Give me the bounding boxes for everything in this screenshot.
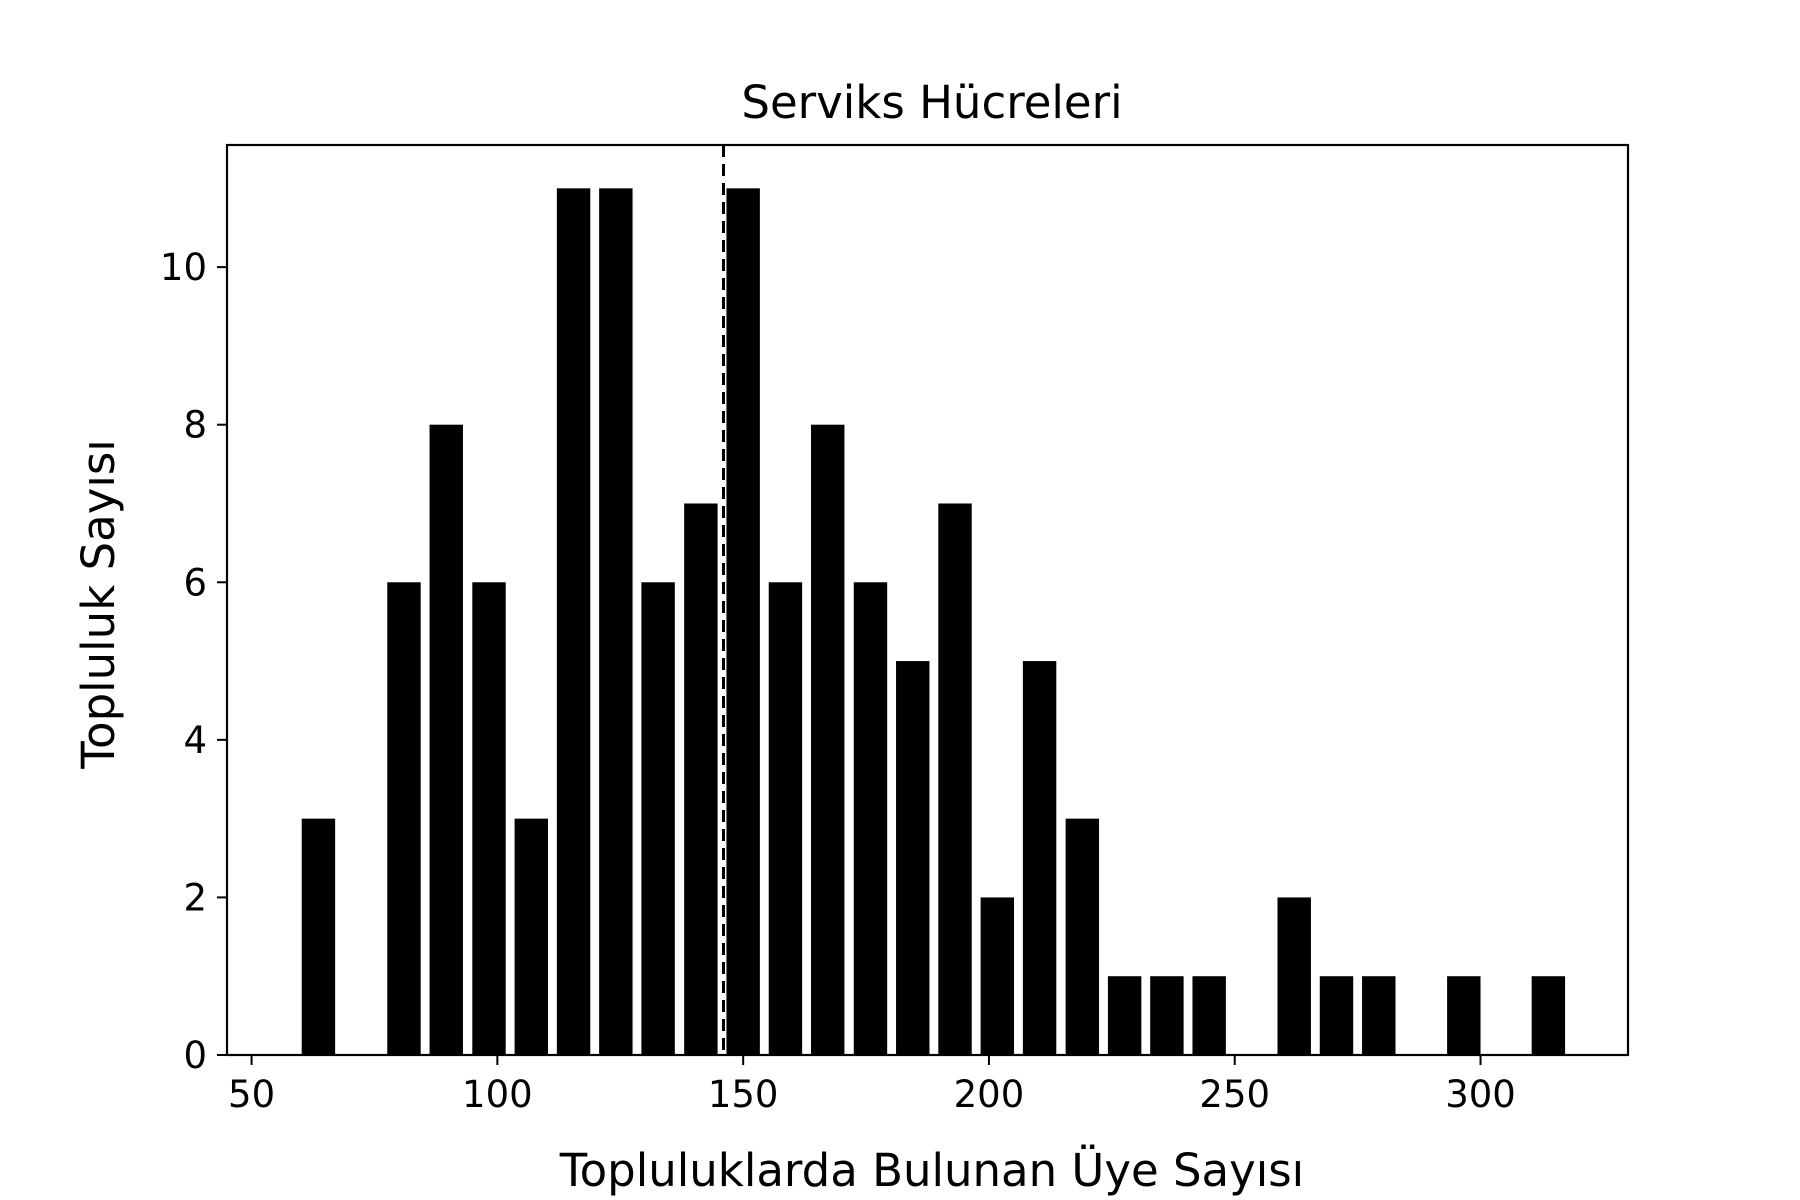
bar-24 [1447, 976, 1481, 1055]
chart-title: Serviks Hücreleri [741, 76, 1122, 129]
bar-14 [938, 503, 972, 1055]
bars-group [301, 188, 1566, 1056]
bar-11 [810, 424, 845, 1055]
bar-12 [853, 582, 888, 1055]
y-tick-label: 10 [160, 246, 207, 289]
x-tick-label: 200 [954, 1073, 1025, 1116]
bar-16 [1022, 661, 1057, 1055]
x-tick-label: 250 [1199, 1073, 1270, 1116]
x-axis-label: Topluluklarda Bulunan Üye Sayısı [559, 1144, 1304, 1197]
bar-2 [429, 424, 463, 1055]
bar-20 [1192, 976, 1226, 1055]
bar-13 [896, 661, 930, 1055]
bar-3 [472, 582, 506, 1055]
x-axis-ticks: 50 100 150 200 250 300 [228, 1055, 1516, 1116]
bar-25 [1531, 976, 1566, 1055]
y-tick-label: 0 [183, 1034, 207, 1077]
bar-17 [1065, 818, 1100, 1055]
bar-23 [1362, 976, 1396, 1055]
x-tick-label: 300 [1445, 1073, 1516, 1116]
x-tick-label: 50 [228, 1073, 275, 1116]
bar-19 [1150, 976, 1184, 1055]
y-tick-label: 2 [183, 876, 207, 919]
y-axis-label: Topluluk Sayısı [72, 439, 125, 770]
bar-9 [726, 188, 760, 1056]
bar-7 [641, 582, 675, 1055]
bar-21 [1277, 897, 1311, 1055]
bar-10 [768, 582, 803, 1055]
bar-22 [1319, 976, 1354, 1055]
x-tick-label: 100 [462, 1073, 533, 1116]
bar-8 [684, 503, 718, 1055]
plot-frame [225, 143, 1630, 1057]
bar-15 [980, 897, 1015, 1055]
y-axis-ticks: 0 2 4 6 8 10 [160, 246, 227, 1077]
bar-1 [387, 582, 421, 1055]
bar-5 [556, 188, 591, 1056]
y-tick-label: 8 [183, 404, 207, 447]
bar-18 [1107, 976, 1142, 1055]
bar-4 [514, 818, 549, 1055]
y-tick-label: 4 [183, 719, 207, 762]
bar-6 [599, 188, 633, 1056]
bar-0 [301, 818, 336, 1055]
y-tick-label: 6 [183, 561, 207, 604]
x-tick-label: 150 [708, 1073, 779, 1116]
